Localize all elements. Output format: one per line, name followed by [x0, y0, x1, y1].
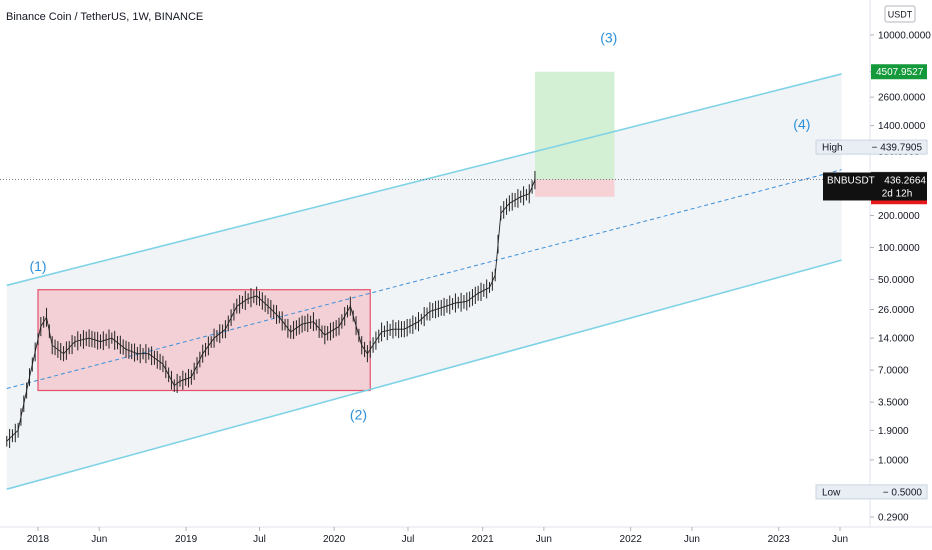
- current-price-value: 436.2664: [884, 175, 926, 186]
- time-tick-label: Jul: [253, 534, 266, 545]
- channel-lower-line[interactable]: [6, 259, 842, 490]
- chart-title: Binance Coin / TetherUS, 1W, BINANCE: [6, 11, 203, 23]
- price-tick-label: 14.0000: [878, 334, 915, 345]
- position-target-zone[interactable]: [534, 71, 615, 180]
- price-tick-label: 26.0000: [878, 305, 915, 316]
- position-stop-zone[interactable]: [534, 179, 615, 197]
- price-tick-label: 7.0000: [878, 366, 909, 377]
- time-tick-label: 2018: [27, 534, 50, 545]
- wave-label-3[interactable]: (3): [600, 29, 617, 45]
- wave-label-2[interactable]: (2): [350, 407, 367, 423]
- price-tick-label: 2600.0000: [878, 93, 926, 104]
- price-tick-label: 1400.0000: [878, 121, 926, 132]
- time-tick-label: Jun: [536, 534, 552, 545]
- price-tick-label: 10000.0000: [878, 30, 931, 41]
- price-axis[interactable]: 10000.00004500.00002600.00001400.0000800…: [870, 30, 931, 524]
- countdown-label: 2d 12h: [882, 188, 913, 199]
- low-value: − 0.5000: [883, 487, 923, 498]
- currency-badge-frame: [884, 5, 916, 23]
- time-tick-label: 2023: [768, 534, 791, 545]
- price-badge-label: 4507.9527: [876, 67, 924, 78]
- price-tick-label: 100.0000: [878, 243, 920, 254]
- time-axis[interactable]: 2018 Jun 2019 Jul 2020 Jul 2021 Jun 2022 Jun 2023 J…: [27, 527, 848, 545]
- price-tick-label: 50.0000: [878, 275, 915, 286]
- wave-label-1[interactable]: (1): [29, 258, 46, 274]
- range-box[interactable]: [37, 289, 371, 392]
- price-badges: 4507.9527437.0000300.0000BNBUSDT436.2664…: [815, 64, 928, 500]
- current-price-badge: [823, 172, 927, 201]
- price-tick-label: 200.0000: [878, 211, 920, 222]
- time-tick-label: 2021: [471, 534, 494, 545]
- price-tick-label: 1.9000: [878, 426, 909, 437]
- time-tick-label: 2019: [175, 534, 198, 545]
- price-tick-label: 3.5000: [878, 398, 909, 409]
- time-tick-label: Jul: [402, 534, 415, 545]
- price-tick-label: 1.0000: [878, 455, 909, 466]
- high-badge: [815, 139, 928, 155]
- price-bars: [6, 171, 536, 448]
- low-badge: [815, 484, 928, 500]
- current-symbol: BNBUSDT: [827, 175, 875, 186]
- channel-fill: [6, 73, 842, 490]
- plot-area[interactable]: (1) (2) (3) (4): [0, 29, 870, 490]
- currency-badge[interactable]: USDT: [884, 5, 916, 23]
- price-tick-label: 0.2900: [878, 513, 909, 524]
- wave-label-4[interactable]: (4): [793, 116, 810, 132]
- time-tick-label: 2020: [323, 534, 346, 545]
- time-tick-label: 2022: [620, 534, 643, 545]
- high-value: − 439.7905: [872, 143, 923, 154]
- time-tick-label: Jun: [832, 534, 848, 545]
- high-label: High: [822, 143, 843, 154]
- low-label: Low: [822, 487, 841, 498]
- currency-label: USDT: [888, 10, 913, 20]
- time-tick-label: Jun: [91, 534, 107, 545]
- channel-upper-line[interactable]: [6, 73, 842, 287]
- time-tick-label: Jun: [684, 534, 700, 545]
- price-badge-green: [871, 64, 927, 80]
